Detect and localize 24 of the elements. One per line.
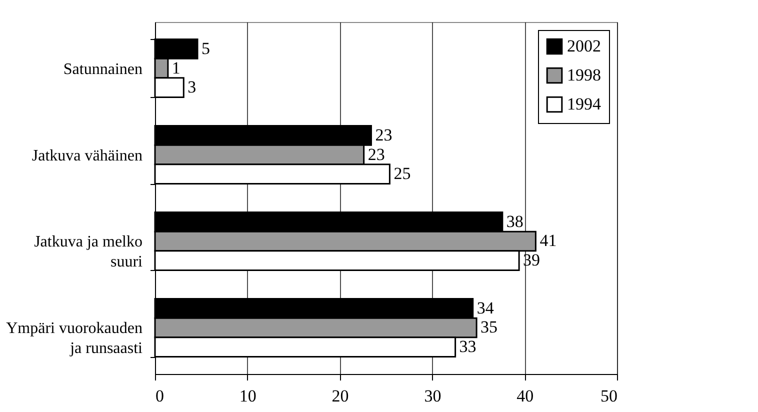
x-tick-label: 30 bbox=[424, 386, 442, 406]
data-label: 38 bbox=[506, 212, 524, 231]
x-tick-label: 20 bbox=[332, 386, 349, 406]
data-label: 25 bbox=[394, 164, 411, 184]
y-tick-label: Satunnainen bbox=[63, 60, 142, 78]
data-label: 35 bbox=[480, 318, 498, 337]
legend-label: 2002 bbox=[567, 36, 601, 56]
data-label: 41 bbox=[540, 231, 557, 250]
data-label: 23 bbox=[375, 125, 392, 144]
data-label: 34 bbox=[476, 298, 494, 318]
y-tick-label: Jatkuva vähäinen bbox=[32, 147, 142, 164]
data-label: 1 bbox=[172, 58, 180, 78]
x-tick-label: 10 bbox=[239, 386, 256, 406]
x-tick-label: 40 bbox=[516, 386, 534, 406]
y-tick-label: Jatkuva ja melko suuri bbox=[34, 234, 144, 271]
legend-label: 1998 bbox=[567, 66, 601, 84]
legend-label: 1994 bbox=[567, 94, 602, 114]
x-tick-label: 0 bbox=[156, 386, 164, 406]
data-label: 23 bbox=[368, 144, 385, 164]
data-label: 3 bbox=[188, 78, 196, 97]
x-tick-label: 50 bbox=[600, 386, 618, 406]
data-label: 5 bbox=[202, 38, 210, 58]
y-tick-label: Ympäri vuorokauden ja runsaasti bbox=[6, 320, 144, 358]
data-label: 33 bbox=[459, 337, 476, 356]
